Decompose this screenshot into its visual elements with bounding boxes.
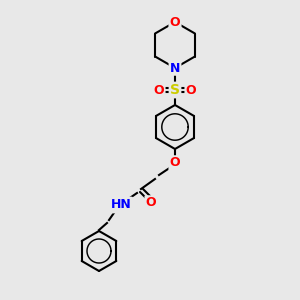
Text: N: N: [170, 61, 180, 74]
Text: O: O: [146, 196, 156, 209]
Text: O: O: [154, 83, 164, 97]
Text: O: O: [170, 16, 180, 28]
Text: S: S: [170, 83, 180, 97]
Text: O: O: [186, 83, 196, 97]
Text: O: O: [170, 157, 180, 169]
Text: O: O: [170, 16, 180, 28]
Text: HN: HN: [111, 199, 131, 212]
Text: N: N: [170, 61, 180, 74]
